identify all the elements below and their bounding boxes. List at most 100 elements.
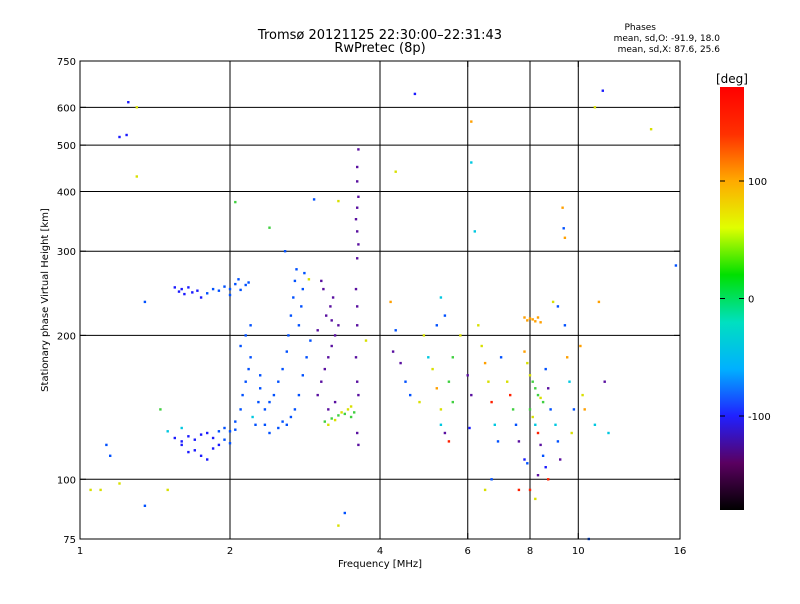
data-point: [528, 317, 532, 320]
data-point: [399, 361, 402, 365]
data-point: [223, 426, 226, 430]
data-point: [323, 420, 326, 423]
data-point: [539, 443, 542, 447]
data-point: [356, 380, 359, 383]
data-point: [237, 278, 240, 281]
data-point: [356, 230, 359, 233]
data-point: [159, 408, 162, 411]
data-point: [180, 287, 183, 291]
data-point: [333, 418, 337, 422]
data-point: [531, 415, 534, 419]
data-point: [394, 329, 397, 332]
data-point: [325, 314, 328, 317]
data-point: [173, 436, 176, 440]
data-point: [443, 314, 447, 317]
data-point: [356, 165, 359, 169]
x-tick-label: 16: [674, 546, 687, 557]
data-point: [199, 296, 203, 299]
data-point: [649, 128, 653, 131]
data-point: [343, 412, 346, 416]
chart-title: Tromsø 20121125 22:30:00–22:31:43: [257, 28, 502, 43]
data-point: [289, 415, 293, 419]
data-point: [166, 430, 169, 433]
data-point: [418, 400, 421, 404]
data-point: [193, 449, 196, 452]
data-point: [413, 92, 417, 96]
data-point: [268, 400, 271, 404]
data-point: [99, 488, 102, 492]
data-point: [483, 488, 487, 492]
data-point: [364, 339, 368, 342]
data-point: [135, 175, 138, 178]
data-point: [593, 106, 597, 109]
data-point: [173, 286, 176, 289]
data-point: [544, 466, 547, 469]
data-point: [356, 180, 359, 183]
data-point: [223, 438, 226, 441]
data-point: [674, 264, 678, 267]
data-point: [247, 367, 250, 371]
data-point: [356, 257, 359, 260]
data-point: [307, 278, 311, 281]
data-point: [293, 408, 297, 411]
data-point: [466, 374, 469, 377]
data-point: [263, 408, 267, 411]
data-point: [603, 380, 606, 383]
data-point: [297, 393, 301, 397]
data-point: [241, 393, 244, 397]
data-point: [251, 415, 254, 419]
data-point: [517, 488, 521, 492]
data-point: [206, 458, 209, 461]
data-point: [337, 414, 340, 417]
data-point: [356, 206, 359, 209]
data-points: [89, 89, 678, 541]
y-tick-label: 600: [57, 103, 76, 114]
data-point: [327, 356, 330, 359]
data-point: [526, 319, 529, 322]
data-point: [327, 408, 330, 411]
data-point: [320, 279, 323, 283]
data-point: [451, 400, 454, 404]
data-point: [477, 324, 480, 327]
data-point: [581, 393, 584, 397]
data-point: [483, 361, 487, 365]
data-point: [547, 478, 550, 481]
data-point: [337, 524, 340, 527]
data-point: [247, 281, 250, 284]
colorbar-tick-label: -100: [748, 412, 771, 423]
data-point: [277, 380, 280, 383]
data-point: [135, 106, 138, 109]
data-point: [509, 393, 512, 397]
data-point: [549, 408, 552, 411]
x-tick-label: 2: [227, 546, 233, 557]
data-point: [517, 440, 521, 443]
data-point: [539, 396, 542, 400]
data-point: [531, 318, 534, 321]
y-tick-label: 300: [57, 247, 76, 258]
data-point: [459, 334, 462, 337]
data-point: [249, 324, 252, 327]
x-tick-label: 1: [77, 546, 83, 557]
data-point: [244, 283, 247, 287]
data-point: [528, 488, 532, 492]
data-point: [301, 374, 304, 377]
data-point: [340, 411, 343, 414]
data-point: [285, 350, 288, 353]
data-point: [551, 300, 555, 304]
data-point: [337, 199, 340, 203]
y-tick-label: 100: [57, 475, 76, 486]
data-point: [239, 344, 242, 348]
data-point: [511, 408, 515, 411]
phases-stats-x: mean, sd,X: 87.6, 25.6: [618, 45, 721, 55]
y-tick-label: 200: [57, 331, 76, 342]
data-point: [330, 319, 333, 322]
data-point: [239, 288, 242, 292]
data-point: [211, 287, 215, 291]
data-point: [316, 329, 319, 332]
data-point: [534, 497, 537, 501]
data-point: [191, 291, 194, 294]
data-point: [554, 423, 557, 426]
data-point: [281, 420, 284, 423]
data-point: [541, 454, 545, 457]
data-point: [281, 367, 284, 371]
